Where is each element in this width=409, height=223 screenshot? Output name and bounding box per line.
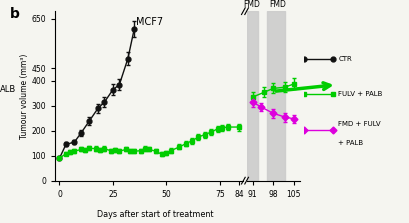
Text: Days after start of treatment: Days after start of treatment [97,210,213,219]
Bar [247,11,258,181]
Text: MCF7: MCF7 [136,17,163,27]
Text: FMD: FMD [243,0,260,9]
Bar [267,11,285,181]
Text: FMD: FMD [269,0,286,9]
Text: + PALB: + PALB [338,140,363,146]
Text: b: b [10,7,20,21]
Y-axis label: Tumour volume (mm³): Tumour volume (mm³) [20,53,29,138]
Text: FMD + FULV: FMD + FULV [338,121,381,127]
Text: ALB: ALB [0,85,16,94]
Text: CTR: CTR [338,56,352,62]
Text: FULV + PALB: FULV + PALB [338,91,382,97]
